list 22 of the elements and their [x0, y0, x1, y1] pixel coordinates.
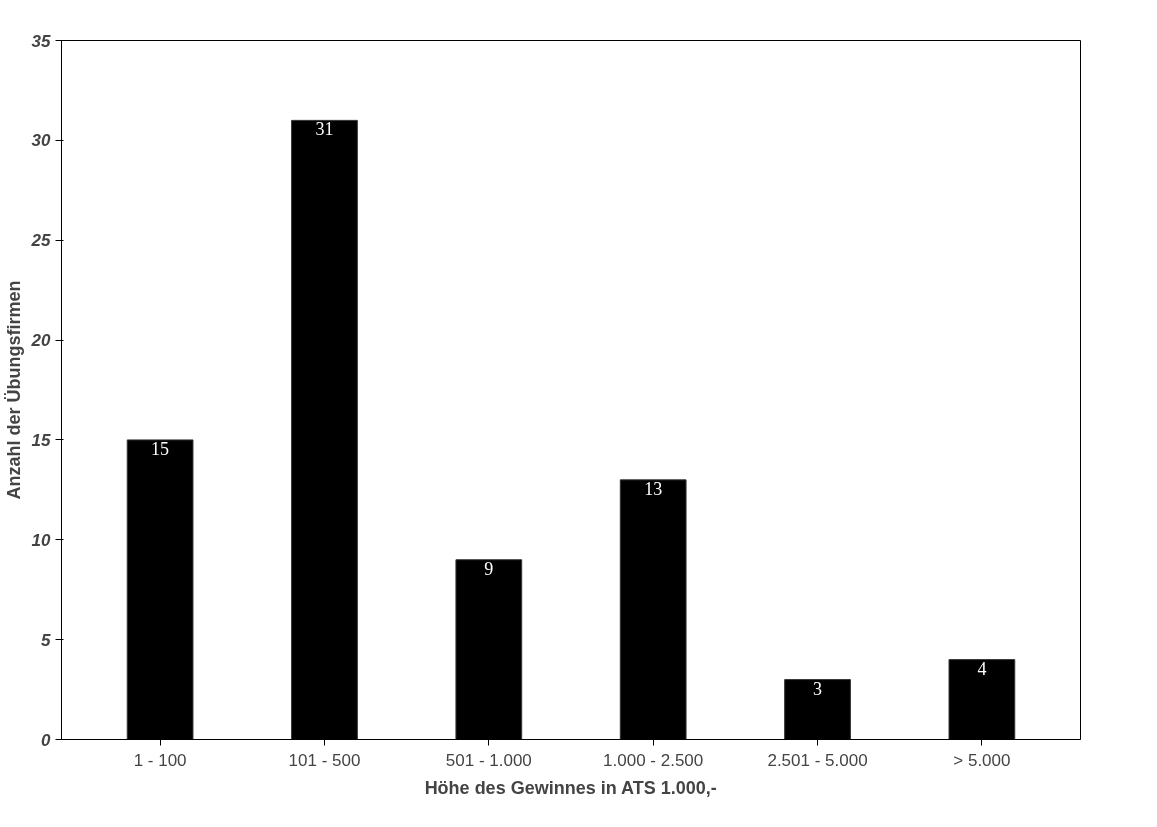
x-tick-label: 2.501 - 5.000: [767, 750, 868, 770]
x-axis-title: Höhe des Gewinnes in ATS 1.000,-: [424, 777, 717, 798]
y-axis-title: Anzahl der Übungsfirmen: [3, 280, 24, 500]
data-label: 9: [484, 558, 494, 579]
data-label: 31: [315, 119, 334, 140]
y-tick-label: 35: [31, 31, 52, 51]
y-tick-label: 10: [31, 530, 52, 550]
data-label: 4: [977, 658, 987, 679]
data-label: 13: [644, 478, 663, 499]
x-tick-label: 1 - 100: [133, 750, 187, 770]
data-label: 3: [813, 678, 823, 699]
y-tick-label: 15: [31, 430, 52, 450]
y-tick-label: 0: [41, 730, 52, 750]
y-tick-label: 30: [31, 131, 52, 151]
x-tick-label: > 5.000: [953, 750, 1011, 770]
y-tick-label: 25: [30, 231, 52, 251]
y-tick-label: 5: [41, 630, 52, 650]
x-tick-label: 501 - 1.000: [445, 750, 532, 770]
x-tick-label: 1.000 - 2.500: [603, 750, 704, 770]
x-tick-label: 101 - 500: [288, 750, 361, 770]
y-tick-label: 20: [30, 331, 52, 351]
data-label: 15: [151, 438, 170, 459]
